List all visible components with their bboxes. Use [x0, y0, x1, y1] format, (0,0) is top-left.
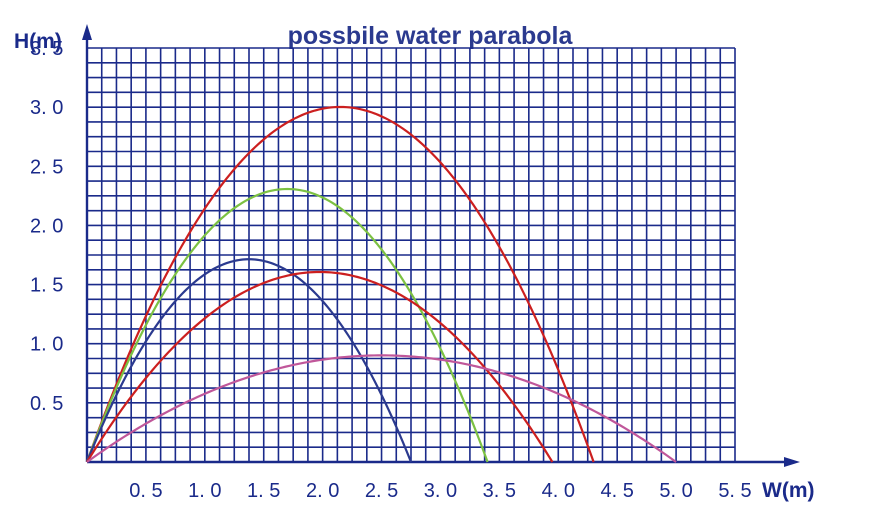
- x-tick-label: 4. 0: [542, 480, 575, 502]
- y-tick-label: 3. 0: [30, 97, 63, 119]
- x-tick-label: 1. 0: [188, 480, 221, 502]
- x-tick-label: 2. 5: [365, 480, 398, 502]
- x-tick-labels: 0. 5 1. 0 1. 5 2. 0 2. 5 3. 0 3. 5 4. 0 4. 5 5. 0…: [129, 480, 751, 502]
- series-line-5: [86, 354, 677, 463]
- x-tick-label: 5. 5: [718, 480, 751, 502]
- y-tick-label: 3. 5: [30, 38, 63, 60]
- x-tick-label: 3. 5: [483, 480, 516, 502]
- y-tick-label: 1. 5: [30, 275, 63, 297]
- series-line-2: [85, 187, 489, 463]
- y-tick-label: 2. 5: [30, 156, 63, 178]
- y-tick-label: 0. 5: [30, 393, 63, 415]
- series-line-4: [86, 270, 554, 463]
- grid: [87, 47, 736, 462]
- x-tick-label: 0. 5: [129, 480, 162, 502]
- series-line-1: [85, 105, 595, 463]
- series-line-3: [85, 258, 413, 463]
- series-group: [85, 105, 677, 463]
- x-axis-arrow: [784, 457, 800, 467]
- chart-title: possbile water parabola: [288, 22, 574, 50]
- x-tick-label: 2. 0: [306, 480, 339, 502]
- y-tick-label: 2. 0: [30, 215, 63, 237]
- axes: [82, 24, 800, 467]
- x-axis-label: W(m): [762, 479, 814, 502]
- x-tick-label: 3. 0: [424, 480, 457, 502]
- y-axis-label: H(m): [14, 30, 62, 53]
- x-tick-label: 4. 5: [601, 480, 634, 502]
- x-tick-label: 1. 5: [247, 480, 280, 502]
- y-tick-labels: 0. 5 1. 0 1. 5 2. 0 2. 5 3. 0 3. 5: [30, 38, 63, 415]
- y-axis-arrow: [82, 24, 92, 40]
- x-tick-label: 5. 0: [659, 480, 692, 502]
- y-tick-label: 1. 0: [30, 334, 63, 356]
